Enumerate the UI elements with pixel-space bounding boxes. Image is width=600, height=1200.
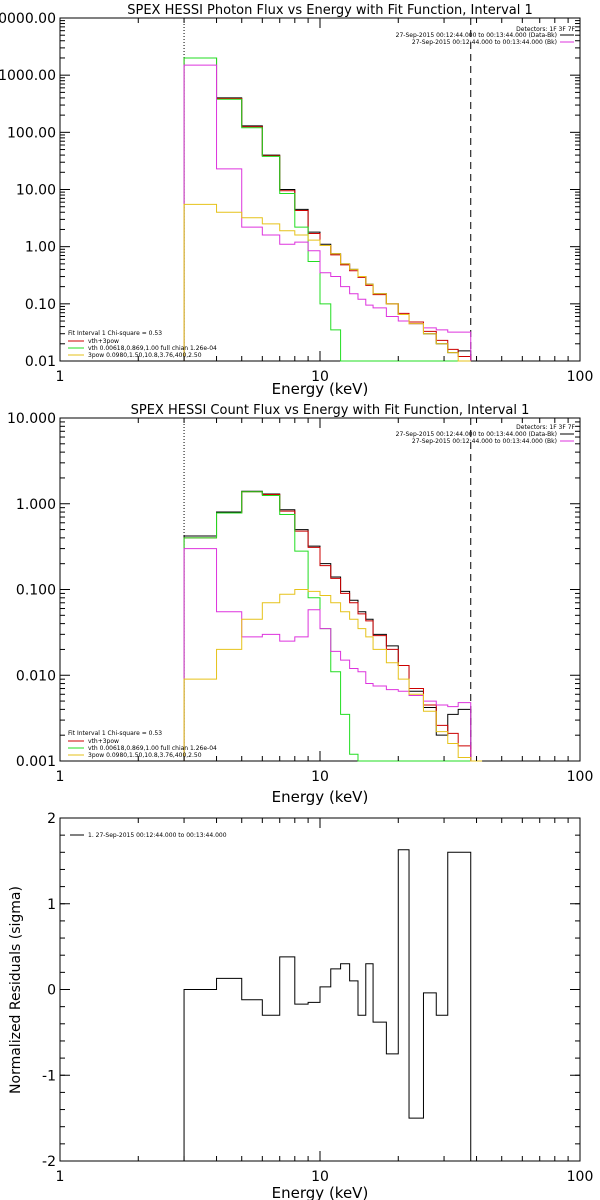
x-axis-label: Energy (keV) [272,1184,369,1200]
x-axis-label: Energy (keV) [272,380,369,398]
x-tick-label: 1 [56,769,65,785]
fit-note: Fit Interval 1 Chi-square = 0.53 [68,330,162,337]
series-green-step-line [183,491,483,762]
bk-label: 27-Sep-2015 00:12:44.000 to 00:13:44.000… [412,438,557,445]
data-bk-label: 27-Sep-2015 00:12:44.000 to 00:13:44.000… [396,32,557,39]
x-tick-label: 1 [56,369,65,385]
y-tick-label: 1000.00 [0,68,56,84]
x-tick-label: 10 [311,769,329,785]
fit-note: Fit Interval 1 Chi-square = 0.53 [68,730,162,737]
y-tick-label: 0.10 [25,297,56,313]
y-tick-label: 1.00 [25,240,56,256]
y-tick-label: 10.000 [7,411,56,427]
x-tick-label: 10 [311,1169,329,1185]
x-tick-label: 10 [311,369,329,385]
legend-vth: vth 0.00618,0.869,1.00 full chian 1.26e-… [88,345,217,352]
series-magenta-step-line [183,548,483,762]
y-tick-label: -1 [42,1068,56,1084]
ticks-group: 1 10 100 -2 -1 0 1 2 [42,811,593,1185]
series-red-step-line [183,491,483,762]
y-tick-label: 0.01 [25,354,56,370]
y-tick-label: 2 [47,811,56,827]
y-axis-label: Normalized Residuals (sigma) [8,886,24,1094]
legend-3pow: 3pow 0.0980,1.50,10.8,3.76,400,2.50 [88,352,202,359]
legend-vth: vth 0.00618,0.869,1.00 full chian 1.26e-… [88,745,217,752]
x-tick-label: 1 [56,1169,65,1185]
ticks-group: 1 10 100 0.001 0.010 0.100 1.000 10.000 [7,411,593,785]
plot-frame [59,17,581,362]
legend-vth3pow: vth+3pow [88,338,119,345]
y-tick-label: 1 [47,897,56,913]
x-tick-label: 100 [567,1169,594,1185]
series-black-step-line [183,57,472,361]
y-tick-label: -2 [42,1154,56,1170]
y-tick-label: 0.100 [16,583,56,599]
series-black-step-line [183,849,472,1161]
marks-group [183,418,483,762]
series-gold-step-line [183,203,471,362]
series-magenta-step-line [183,64,472,361]
y-tick-label: 0 [47,983,56,999]
bk-label: 27-Sep-2015 00:12:44.000 to 00:13:44.000… [412,39,557,46]
y-tick-label: 100.00 [7,125,56,141]
y-tick-label: 0.010 [16,668,56,684]
series-gold-step-line [183,589,483,762]
y-tick-label: 0.001 [16,754,56,770]
x-tick-label: 100 [567,769,594,785]
series-black-step-line [183,490,483,762]
series-green-step-line [183,57,471,362]
panel-title: SPEX HESSI Photon Flux vs Energy with Fi… [127,3,533,18]
detectors-label: Detectors: 1F 3F 7F [516,424,575,431]
x-tick-label: 100 [567,369,594,385]
y-tick-label: 10.00 [16,183,56,199]
x-axis-label: Energy (keV) [272,788,369,806]
detectors-label: Detectors: 1F 3F 7F [516,26,575,33]
data-bk-label: 27-Sep-2015 00:12:44.000 to 00:13:44.000… [396,431,557,438]
plot-frame [59,417,581,762]
marks-group [183,849,472,1161]
y-tick-label: 1.000 [16,497,56,513]
marks-group [183,18,472,362]
ticks-group: 1 10 100 0.01 0.10 1.00 10.00 100.00 1000.00 1000… [0,11,593,385]
count-flux-panel: SPEX HESSI Count Flux vs Energy with Fit… [7,403,593,806]
legend-residual: 1. 27-Sep-2015 00:12:44.000 to 00:13:44.… [88,832,227,839]
legend-3pow: 3pow 0.0980,1.50,10.8,3.76,400,2.50 [88,752,202,759]
series-red-step-line [183,57,472,361]
panel-title: SPEX HESSI Count Flux vs Energy with Fit… [131,403,530,418]
photon-flux-panel: SPEX HESSI Photon Flux vs Energy with Fi… [0,3,593,398]
y-tick-label: 10000.00 [0,11,56,27]
legend-vth3pow: vth+3pow [88,738,119,745]
residuals-panel: 1 10 100 -2 -1 0 1 2 Energy (keV) Normalized Re… [8,811,593,1200]
